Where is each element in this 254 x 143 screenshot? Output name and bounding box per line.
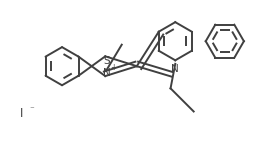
Text: S: S — [103, 56, 109, 66]
Text: +: + — [110, 63, 116, 72]
Text: N: N — [102, 67, 110, 78]
Text: ⁻: ⁻ — [29, 105, 34, 114]
Text: N: N — [171, 64, 179, 74]
Text: I: I — [20, 107, 24, 120]
